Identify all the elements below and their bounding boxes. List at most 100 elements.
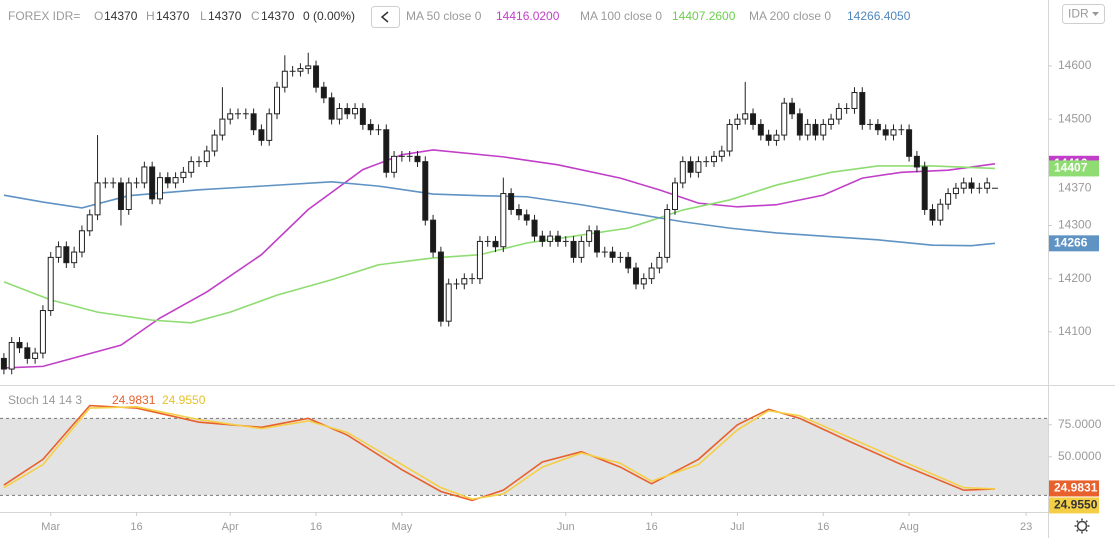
candle-body bbox=[835, 107, 842, 120]
y-tick-label: 14100 bbox=[1058, 324, 1092, 338]
dropdown-frame[interactable] bbox=[1062, 4, 1105, 24]
candle-body bbox=[781, 102, 788, 136]
candle-body bbox=[476, 240, 483, 280]
ohlc-value: 14370 bbox=[156, 9, 190, 23]
candle-body bbox=[86, 214, 93, 232]
candle-body bbox=[929, 209, 936, 221]
candle-body bbox=[328, 97, 335, 120]
plot-back bbox=[0, 149, 1048, 502]
candle-body bbox=[32, 352, 39, 359]
candle-body bbox=[859, 92, 866, 125]
candle-body bbox=[789, 102, 796, 115]
stochastic-line bbox=[3, 406, 995, 500]
ma-value: 14416.0200 bbox=[496, 9, 560, 23]
ohlc-value: 14370 bbox=[261, 9, 295, 23]
axis-value-box bbox=[1049, 480, 1099, 497]
candle-body bbox=[24, 347, 31, 359]
candle-body bbox=[445, 283, 452, 322]
y-tick-label: 75.0000 bbox=[1058, 417, 1102, 431]
candle-body bbox=[625, 256, 632, 269]
candle-body bbox=[156, 177, 163, 200]
y-tick-label: 50.0000 bbox=[1058, 449, 1102, 463]
axis-value-label: 24.9831 bbox=[1054, 481, 1098, 495]
candle-body bbox=[422, 161, 429, 221]
dropdown-arrow bbox=[1092, 12, 1099, 16]
candle-body bbox=[913, 155, 920, 168]
candle-body bbox=[796, 113, 803, 136]
candle-body bbox=[515, 209, 522, 216]
candle-body bbox=[757, 123, 764, 136]
candle-body bbox=[141, 166, 148, 184]
candle-body bbox=[750, 113, 757, 125]
candle-body bbox=[437, 251, 444, 322]
collapse-button[interactable] bbox=[371, 6, 400, 28]
currency-dropdown[interactable]: IDR bbox=[1062, 4, 1105, 24]
y-tick-label: 14200 bbox=[1058, 271, 1092, 285]
candle-body bbox=[320, 86, 327, 99]
candle-body bbox=[227, 113, 234, 120]
x-tick-label: 16 bbox=[645, 521, 657, 533]
candle-body bbox=[125, 182, 132, 211]
candle-body bbox=[305, 65, 312, 70]
ma-name: MA 100 close 0 bbox=[580, 9, 662, 23]
candle-body bbox=[734, 118, 741, 125]
candle-body bbox=[547, 235, 554, 242]
ma-value: 14266.4050 bbox=[847, 9, 911, 23]
x-tick-label: 23 bbox=[1020, 521, 1032, 533]
candle-body bbox=[211, 134, 218, 152]
candle-body bbox=[16, 341, 23, 349]
candle-body bbox=[687, 161, 694, 173]
x-tick-label: May bbox=[391, 521, 412, 533]
candle-body bbox=[430, 219, 437, 253]
axis-value-label: 14407 bbox=[1054, 161, 1088, 175]
candle-body bbox=[882, 129, 889, 136]
candle-body bbox=[461, 278, 468, 285]
candle-body bbox=[78, 230, 85, 253]
x-tick-label: Jun bbox=[557, 521, 575, 533]
button-frame[interactable] bbox=[371, 6, 400, 28]
settings-button[interactable] bbox=[1074, 518, 1090, 534]
ohlc-value: 14370 bbox=[208, 9, 242, 23]
candle-body bbox=[492, 240, 499, 248]
candle-body bbox=[39, 310, 46, 354]
candle-body bbox=[578, 240, 585, 258]
candle-body bbox=[8, 341, 15, 370]
indicator-title: Stoch 14 14 3 bbox=[8, 393, 82, 407]
x-tick-label: Jul bbox=[730, 521, 744, 533]
candle-body bbox=[203, 150, 210, 163]
candle-body bbox=[952, 187, 959, 195]
candle-body bbox=[63, 246, 70, 264]
candle-body bbox=[344, 107, 351, 115]
candle-body bbox=[180, 171, 187, 179]
candle-body bbox=[55, 246, 62, 258]
x-tick-label: Apr bbox=[222, 521, 239, 533]
candle-body bbox=[695, 161, 702, 173]
candle-body bbox=[609, 251, 616, 258]
candle-body bbox=[149, 166, 156, 200]
candle-body bbox=[274, 86, 281, 115]
ohlc-key: H bbox=[146, 9, 155, 23]
candle-body bbox=[523, 214, 530, 221]
candle-body bbox=[500, 193, 507, 248]
candle-body bbox=[383, 129, 390, 173]
candle-body bbox=[391, 155, 398, 173]
chevron-icon bbox=[380, 11, 389, 23]
indicator-band bbox=[0, 418, 1048, 496]
candle-body bbox=[874, 123, 881, 131]
candle-body bbox=[804, 123, 811, 136]
candle-body bbox=[726, 123, 733, 152]
candle-body bbox=[711, 155, 718, 163]
ohlc-value: 14370 bbox=[104, 9, 138, 23]
candle-body bbox=[266, 113, 273, 141]
axis-value-label: 14266 bbox=[1054, 236, 1088, 250]
candle-body bbox=[539, 235, 546, 242]
candle-body bbox=[945, 193, 952, 205]
candle-body bbox=[531, 219, 538, 237]
candle-body bbox=[937, 203, 944, 221]
candle-body bbox=[921, 166, 928, 211]
candle-body bbox=[0, 357, 7, 370]
candle-body bbox=[718, 150, 725, 157]
candle-body bbox=[250, 113, 257, 131]
gear-icon[interactable] bbox=[1076, 520, 1088, 532]
